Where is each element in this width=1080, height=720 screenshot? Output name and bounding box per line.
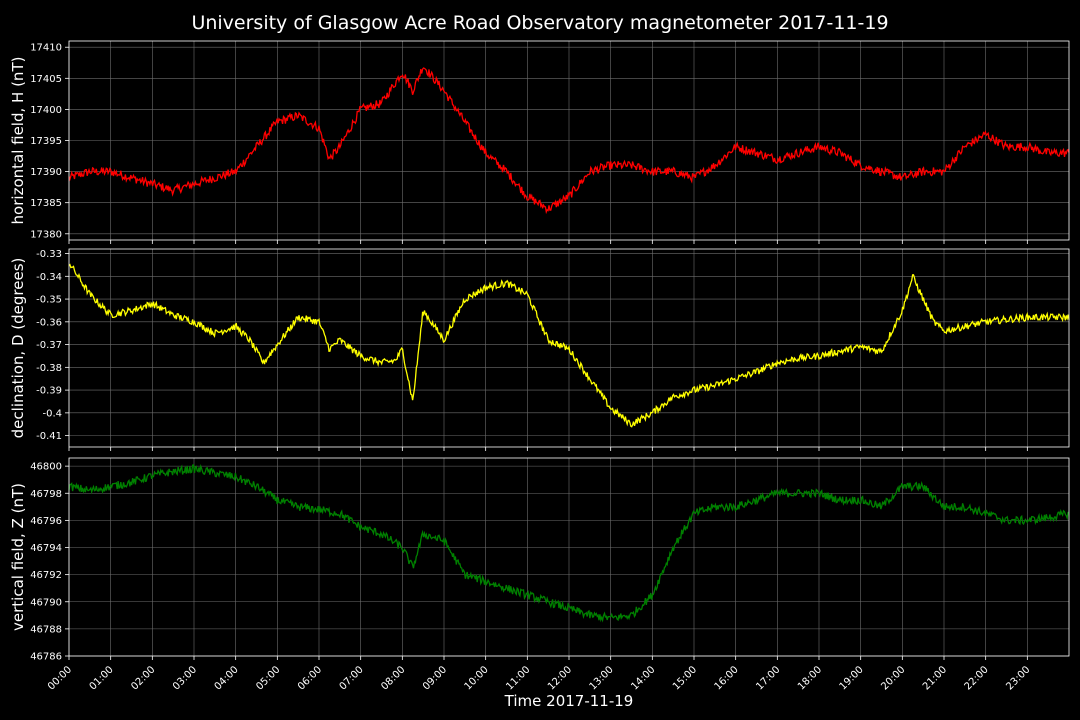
y-tick-label: -0.38 [36, 363, 62, 374]
panel-2: -0.33 -0.34 -0.35 -0.36 -0.37 -0.38 -0.39 -0.4 -… [9, 248, 1070, 451]
x-tick-label: 02:00 [129, 664, 157, 692]
y-tick-label: 46790 [30, 597, 62, 608]
x-tick-label: 03:00 [171, 664, 199, 692]
series-line-3 [68, 463, 1070, 623]
panel-1: 17380 17385 17390 17395 17400 17405 17410horiz… [9, 40, 1070, 244]
x-tick-label: 01:00 [88, 664, 116, 692]
y-tick-label: 46786 [30, 652, 62, 663]
y-tick-label: 17385 [30, 198, 62, 209]
y-tick-label: 46794 [30, 543, 62, 554]
y-tick-label: 46800 [30, 462, 62, 473]
x-tick-label: 18:00 [796, 664, 824, 692]
x-tick-label: 08:00 [379, 664, 407, 692]
y-axis-label: horizontal field, H (nT) [9, 57, 27, 225]
x-tick-label: 19:00 [838, 664, 866, 692]
panel-3: 46786 46788 46790 46792 46794 46796 46798 46800… [9, 457, 1070, 663]
y-tick-label: -0.39 [36, 386, 62, 397]
y-tick-label: 46798 [30, 489, 62, 500]
x-tick-label: 13:00 [588, 664, 616, 692]
axes-frame [68, 248, 1070, 448]
y-tick-label: -0.36 [36, 317, 62, 328]
y-tick-label: 17395 [30, 136, 62, 147]
y-tick-label: -0.4 [42, 408, 62, 419]
y-tick-label: 17410 [30, 43, 62, 54]
x-tick-label: 14:00 [629, 664, 657, 692]
x-tick-label: 22:00 [963, 664, 991, 692]
axes-frame [68, 40, 1070, 241]
y-axis-label: declination, D (degrees) [9, 258, 27, 439]
x-tick-label: 16:00 [713, 664, 741, 692]
x-tick-label: 00:00 [46, 664, 74, 692]
y-tick-label: 46792 [30, 570, 62, 581]
x-tick-label: 07:00 [338, 664, 366, 692]
y-tick-label: -0.35 [36, 295, 62, 306]
axes-frame [68, 457, 1070, 657]
y-tick-label: -0.41 [36, 431, 62, 442]
x-tick-label: 04:00 [213, 664, 241, 692]
x-tick-label: 05:00 [254, 664, 282, 692]
y-tick-label: 46788 [30, 624, 62, 635]
y-tick-label: 46796 [30, 516, 62, 527]
x-tick-label: 06:00 [296, 664, 324, 692]
y-tick-label: 17380 [30, 229, 62, 240]
x-tick-label: 21:00 [921, 664, 949, 692]
x-tick-label: 23:00 [1004, 664, 1032, 692]
x-axis-label: Time 2017-11-19 [504, 692, 634, 710]
x-tick-label: 15:00 [671, 664, 699, 692]
y-tick-label: 17390 [30, 167, 62, 178]
x-tick-label: 10:00 [463, 664, 491, 692]
x-tick-label: 09:00 [421, 664, 449, 692]
y-tick-label: -0.34 [36, 272, 62, 283]
x-tick-label: 12:00 [546, 664, 574, 692]
series-line-2 [68, 263, 1070, 428]
series-line-1 [68, 67, 1070, 215]
y-tick-label: -0.33 [36, 249, 62, 260]
y-tick-label: -0.37 [36, 340, 62, 351]
chart-title: University of Glasgow Acre Road Observat… [191, 12, 888, 34]
y-tick-label: 17400 [30, 105, 62, 116]
x-tick-label: 20:00 [879, 664, 907, 692]
x-tick-label: 17:00 [754, 664, 782, 692]
x-tick-label: 11:00 [504, 664, 532, 692]
y-tick-label: 17405 [30, 74, 62, 85]
y-axis-label: vertical field, Z (nT) [9, 483, 27, 631]
